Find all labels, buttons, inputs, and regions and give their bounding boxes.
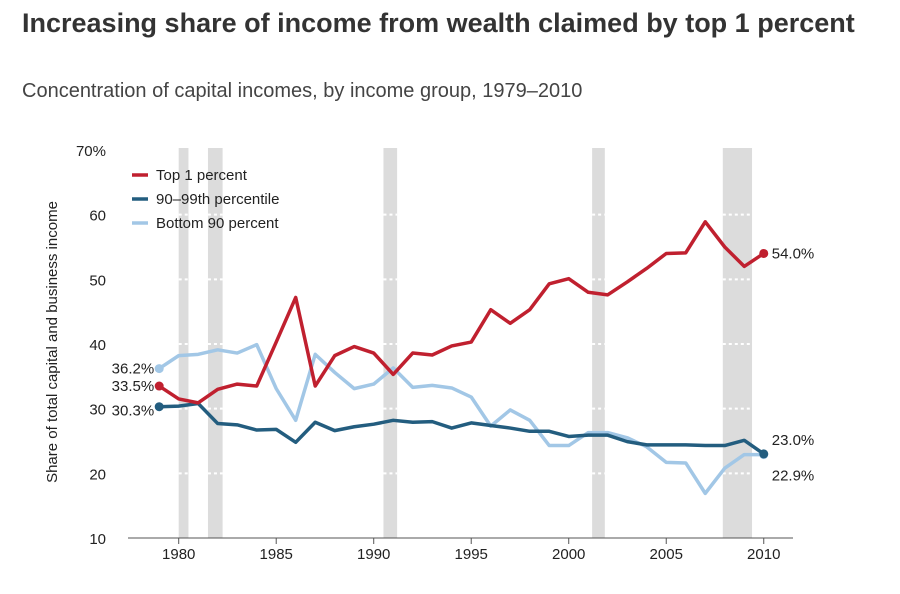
legend-label: Bottom 90 percent: [156, 215, 279, 232]
x-tick-label: 1985: [260, 546, 293, 563]
series-end-point: [759, 248, 769, 258]
x-tick-label: 2010: [747, 546, 780, 563]
series-end-label: 23.0%: [772, 432, 815, 449]
y-tick-label: 20: [89, 466, 106, 483]
chart-title: Increasing share of income from wealth c…: [22, 8, 855, 38]
x-tick-label: 2000: [552, 546, 585, 563]
series-end-label: 54.0%: [772, 245, 815, 262]
series-end-label: 22.9%: [772, 468, 815, 485]
series-start-label: 33.5%: [112, 378, 155, 395]
y-tick-label: 10: [89, 531, 106, 548]
series-lines: 33.5% 30.3% 36.2% 54.0% 23.0% 22.9%: [112, 220, 815, 496]
legend-label: Top 1 percent: [156, 167, 248, 184]
series-start-point: [154, 381, 164, 391]
y-tick-label: 70%: [76, 143, 106, 160]
chart-legend: Top 1 percent 90–99th percentile Bottom 90…: [132, 167, 279, 232]
chart-subtitle: Concentration of capital incomes, by inc…: [22, 80, 583, 102]
y-tick-label: 40: [89, 337, 106, 354]
x-tick-label: 2005: [650, 546, 683, 563]
recession-bars: [178, 148, 753, 538]
series-start-label: 36.2%: [112, 361, 155, 378]
series-line: [157, 220, 766, 405]
recession-bar: [178, 148, 189, 538]
series-start-point: [154, 402, 164, 412]
x-tick-label: 1980: [162, 546, 195, 563]
y-tick-label: 50: [89, 272, 106, 289]
legend-label: 90–99th percentile: [156, 191, 279, 208]
series-line: [157, 342, 766, 496]
x-tick-label: 1990: [357, 546, 390, 563]
y-tick-label: 60: [89, 208, 106, 225]
x-tick-label: 1995: [455, 546, 488, 563]
series-end-point: [759, 449, 769, 459]
y-axis-label: Share of total capital and business inco…: [44, 201, 61, 483]
series-start-label: 30.3%: [112, 403, 155, 420]
chart-axes: 1980 1985 1990 1995 2000 2005 2010102030405060…: [76, 143, 793, 563]
y-tick-label: 30: [89, 402, 106, 419]
series-line: [157, 401, 766, 456]
series-start-point: [154, 364, 164, 374]
